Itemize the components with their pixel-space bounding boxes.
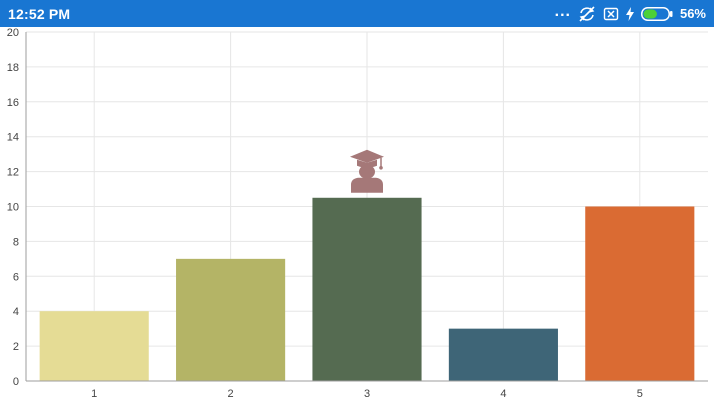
- y-tick-label: 14: [7, 132, 19, 144]
- y-tick-label: 16: [7, 97, 19, 109]
- bar-chart: 0 2 4 6 8 10 12 14 16 18 20 1 2 3 4 5: [0, 27, 714, 403]
- status-icons: ...: [554, 2, 706, 23]
- y-tick-label: 18: [7, 62, 19, 74]
- bar-5[interactable]: [585, 206, 695, 382]
- y-tick-label: 8: [13, 236, 19, 248]
- status-time: 12:52 PM: [8, 5, 71, 22]
- battery-icon: [640, 6, 673, 21]
- bar-1[interactable]: [39, 311, 149, 381]
- bar-3[interactable]: [312, 197, 422, 381]
- sim-x-icon: [603, 6, 619, 22]
- bar-4[interactable]: [448, 328, 558, 381]
- status-bar: 12:52 PM ...: [0, 0, 714, 27]
- x-tick-label: 5: [637, 388, 643, 400]
- y-tick-label: 12: [7, 167, 19, 179]
- x-tick-label: 4: [500, 388, 506, 400]
- bar-2[interactable]: [176, 258, 286, 381]
- y-tick-label: 6: [13, 271, 19, 283]
- y-tick-label: 10: [7, 202, 19, 214]
- x-tick-label: 2: [228, 388, 234, 400]
- y-tick-label: 2: [13, 341, 19, 353]
- battery-level-fill: [643, 9, 657, 18]
- x-tick-label: 1: [91, 388, 97, 400]
- y-tick-label: 0: [13, 376, 19, 388]
- y-tick-label: 4: [13, 306, 19, 318]
- y-tick-label: 20: [7, 27, 19, 39]
- battery-percent: 56%: [679, 6, 706, 21]
- graduate-icon: [350, 149, 384, 193]
- more-dots-icon: ...: [554, 2, 571, 20]
- x-tick-label: 3: [364, 388, 370, 400]
- sync-off-icon: [578, 5, 596, 23]
- charging-bolt-icon: [625, 6, 634, 21]
